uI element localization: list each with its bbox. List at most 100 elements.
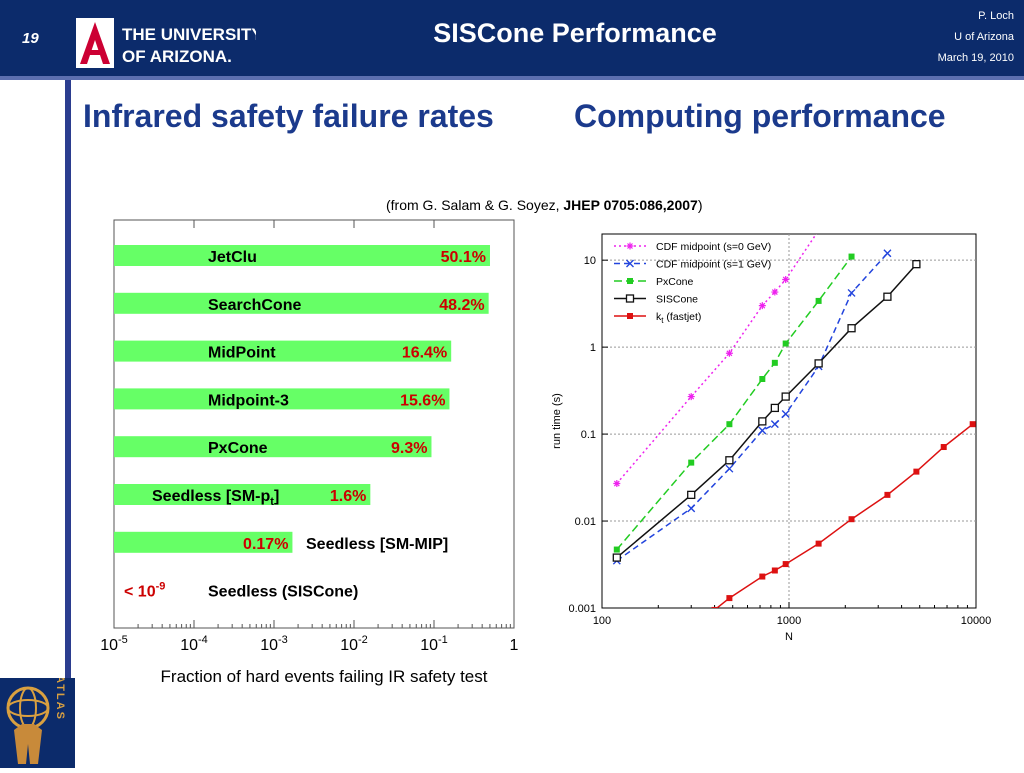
y-axis-label: run time (s) — [551, 393, 563, 449]
category-label: SearchCone — [208, 297, 301, 314]
data-point — [782, 561, 789, 568]
slide-title: SISCone Performance — [433, 18, 717, 48]
data-point — [848, 253, 855, 260]
legend-label: SISCone — [656, 294, 698, 306]
plot-frame — [113, 219, 515, 629]
data-point — [726, 421, 733, 428]
data-point — [771, 359, 778, 366]
data-point — [626, 259, 634, 268]
data-point — [770, 403, 779, 413]
x-tick-label: 10-3 — [260, 634, 288, 654]
data-point — [726, 595, 733, 602]
data-point — [759, 376, 766, 383]
logo-text-1: THE UNIVERSITY — [122, 25, 256, 44]
y-tick-label: 0.1 — [581, 429, 596, 441]
bar — [114, 484, 371, 505]
bar — [114, 531, 293, 553]
bar — [114, 245, 490, 266]
x-tick-label: 10-1 — [420, 634, 448, 654]
header-divider — [0, 76, 1024, 80]
data-point — [725, 464, 734, 473]
x-tick-label: 1 — [510, 637, 519, 654]
data-point — [627, 313, 633, 319]
x-tick-label: 1000 — [777, 615, 801, 627]
atlas-logo: ATLAS — [0, 675, 75, 768]
bar — [114, 340, 452, 362]
data-point — [848, 516, 855, 523]
bar — [114, 436, 432, 458]
data-point — [883, 292, 892, 301]
author: P. Loch — [978, 10, 1014, 22]
data-point — [771, 288, 779, 296]
x-axis-label: N — [785, 631, 793, 643]
data-point — [815, 297, 822, 304]
y-tick-label: 0.01 — [575, 516, 596, 528]
data-point — [884, 491, 891, 498]
data-point — [725, 349, 733, 357]
series-group — [612, 227, 976, 608]
value-label: 9.3% — [391, 440, 427, 457]
data-point — [814, 359, 823, 368]
x-tick-label: 10-2 — [340, 634, 368, 654]
data-point — [612, 553, 621, 562]
value-label: 1.6% — [330, 488, 366, 505]
university-logo: THE UNIVERSITY OF ARIZONA. — [76, 18, 256, 68]
data-point — [815, 227, 822, 234]
value-label: 16.4% — [402, 345, 447, 362]
citation-prefix: (from G. Salam & G. Soyez, — [386, 197, 564, 213]
heading-right: Computing performance — [574, 98, 946, 134]
data-point — [688, 459, 695, 466]
data-point — [847, 324, 856, 333]
data-point — [758, 417, 767, 426]
heading-left: Infrared safety failure rates — [83, 98, 494, 134]
x-tick-label: 100 — [593, 615, 611, 627]
data-point — [758, 302, 766, 310]
data-point — [687, 504, 696, 513]
data-point — [687, 393, 695, 401]
sidebar-stripe — [65, 80, 71, 768]
data-point — [711, 606, 718, 608]
slide-header: 19 THE UNIVERSITY OF ARIZONA. SISCone Pe… — [0, 0, 1024, 76]
data-point — [613, 546, 620, 553]
data-point — [725, 456, 734, 465]
data-point — [613, 480, 621, 488]
data-point — [771, 567, 778, 574]
citation-suffix: ) — [697, 197, 703, 213]
atlas-text: ATLAS — [54, 678, 66, 721]
category-label: Seedless (SISCone) — [208, 584, 358, 601]
data-point — [781, 410, 790, 419]
value-label: < 10-9 — [124, 581, 165, 601]
category-label: JetClu — [208, 249, 257, 266]
value-label: 48.2% — [439, 297, 484, 314]
y-tick-label: 1 — [590, 342, 596, 354]
data-point — [625, 294, 635, 303]
affiliation: U of Arizona — [954, 31, 1014, 43]
data-point — [770, 420, 779, 429]
data-point — [781, 392, 790, 401]
logo-text-2: OF ARIZONA. — [122, 47, 232, 66]
data-point — [969, 421, 976, 428]
citation: (from G. Salam & G. Soyez, JHEP 0705:086… — [386, 197, 702, 213]
legend: CDF midpoint (s=0 GeV) CDF midpoint (s=1 … — [614, 241, 771, 325]
data-point — [940, 444, 947, 451]
slide-number: 19 — [22, 30, 39, 47]
data-point — [883, 249, 892, 258]
legend-label: PxCone — [656, 276, 694, 288]
value-label: 0.17% — [243, 536, 288, 553]
category-label: Midpoint-3 — [208, 392, 289, 409]
x-tick-label: 10000 — [961, 615, 992, 627]
category-label: PxCone — [208, 440, 268, 457]
data-point — [913, 468, 920, 475]
data-point — [626, 242, 634, 250]
slide-meta: P. Loch U of Arizona March 19, 2010 — [938, 6, 1014, 69]
legend-label: kt (fastjet) — [656, 311, 701, 325]
data-point — [815, 540, 822, 547]
x-tick-label: 10-5 — [100, 634, 128, 654]
bar — [114, 292, 489, 314]
series-line — [616, 256, 853, 551]
plot-frame — [601, 233, 977, 609]
date: March 19, 2010 — [937, 52, 1014, 64]
data-point — [759, 573, 766, 580]
x-tick-label: 10-4 — [180, 634, 208, 654]
